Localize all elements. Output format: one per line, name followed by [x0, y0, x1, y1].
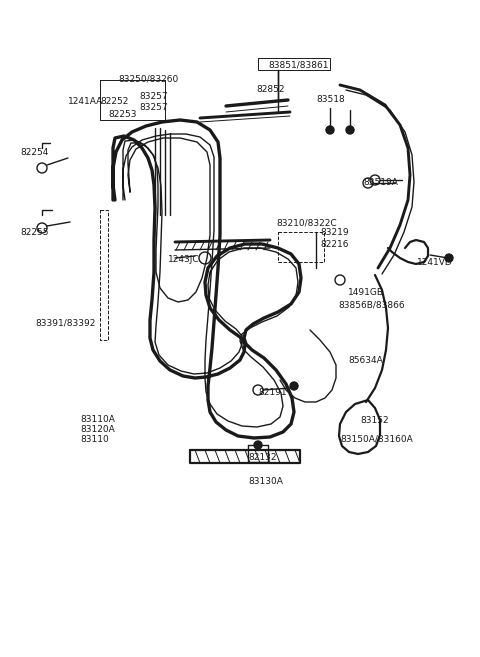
- Text: 82852: 82852: [256, 85, 285, 94]
- Text: 83391/83392: 83391/83392: [35, 318, 96, 327]
- Text: 82255: 82255: [20, 228, 48, 237]
- Text: 82252: 82252: [100, 97, 128, 106]
- Text: 82253: 82253: [108, 110, 136, 119]
- Text: 83851/83861: 83851/83861: [268, 60, 328, 69]
- Text: 83152: 83152: [360, 416, 389, 425]
- Text: 83130A: 83130A: [248, 477, 283, 486]
- Text: 82132: 82132: [248, 453, 276, 462]
- Text: 1241AA: 1241AA: [68, 97, 103, 106]
- Text: 85634A: 85634A: [348, 356, 383, 365]
- Text: 83150A/83160A: 83150A/83160A: [340, 435, 413, 444]
- Text: 83219: 83219: [320, 228, 348, 237]
- Circle shape: [326, 126, 334, 134]
- Text: 83120A: 83120A: [80, 425, 115, 434]
- Text: 1491GB: 1491GB: [348, 288, 384, 297]
- Text: 83856B/83866: 83856B/83866: [338, 300, 405, 309]
- Text: 83250/83260: 83250/83260: [118, 74, 178, 83]
- Text: 83257: 83257: [139, 103, 168, 112]
- Text: 82254: 82254: [20, 148, 48, 157]
- Text: 82191: 82191: [258, 388, 287, 397]
- Text: 83257: 83257: [139, 92, 168, 101]
- Text: 82216: 82216: [320, 240, 348, 249]
- Circle shape: [254, 441, 262, 449]
- Text: 83110A: 83110A: [80, 415, 115, 424]
- Text: 1243JC: 1243JC: [168, 255, 200, 264]
- Text: 83519A: 83519A: [363, 178, 398, 187]
- Text: 83110: 83110: [80, 435, 109, 444]
- Circle shape: [445, 254, 453, 262]
- Text: 83210/8322C: 83210/8322C: [276, 218, 336, 227]
- Text: 1241VD: 1241VD: [417, 258, 453, 267]
- Circle shape: [346, 126, 354, 134]
- Text: 83518: 83518: [316, 95, 345, 104]
- Circle shape: [290, 382, 298, 390]
